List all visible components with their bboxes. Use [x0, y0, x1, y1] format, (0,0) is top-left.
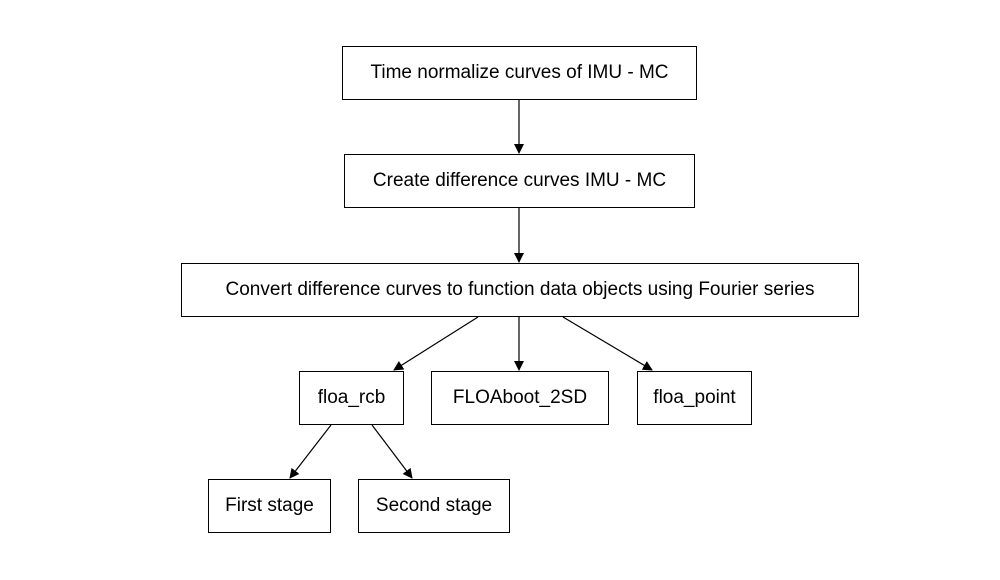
node-convert-fourier: Convert difference curves to function da… [181, 263, 859, 317]
node-second-stage-label: Second stage [376, 495, 492, 517]
node-second-stage: Second stage [358, 479, 510, 533]
node-time-normalize: Time normalize curves of IMU - MC [342, 46, 697, 100]
node-first-stage: First stage [208, 479, 331, 533]
edge-floa-rcb-to-second-stage [372, 425, 412, 478]
node-time-normalize-label: Time normalize curves of IMU - MC [370, 62, 668, 84]
node-floa-rcb-label: floa_rcb [318, 387, 386, 409]
edge-floa-rcb-to-first-stage [290, 425, 331, 478]
node-floaboot-2sd: FLOAboot_2SD [431, 371, 609, 425]
node-floa-rcb: floa_rcb [299, 371, 404, 425]
node-create-difference-label: Create difference curves IMU - MC [373, 170, 666, 192]
node-floaboot-2sd-label: FLOAboot_2SD [453, 387, 587, 409]
edge-convert-to-floa-rcb [394, 317, 478, 370]
node-convert-fourier-label: Convert difference curves to function da… [226, 279, 815, 301]
node-floa-point: floa_point [637, 371, 752, 425]
node-floa-point-label: floa_point [653, 387, 735, 409]
node-create-difference: Create difference curves IMU - MC [344, 154, 695, 208]
node-first-stage-label: First stage [225, 495, 314, 517]
edge-convert-to-floa-point [563, 317, 652, 370]
